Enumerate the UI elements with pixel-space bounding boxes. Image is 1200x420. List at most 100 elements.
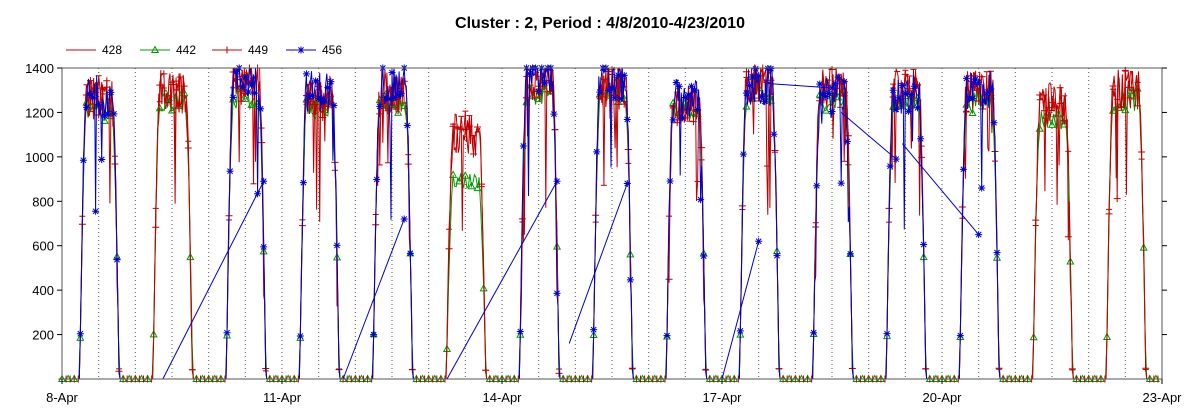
data-point (666, 177, 674, 185)
data-point (319, 114, 327, 122)
data-point (975, 78, 983, 86)
data-point (79, 156, 87, 164)
data-point (384, 107, 392, 115)
data-point (318, 94, 326, 102)
data-point (461, 126, 469, 134)
legend-label: 456 (322, 43, 342, 57)
data-point (987, 85, 995, 93)
data-point (82, 103, 90, 111)
data-point (700, 252, 708, 260)
data-point (962, 74, 970, 82)
data-point (687, 82, 695, 90)
data-point (397, 90, 405, 98)
data-point (984, 88, 992, 96)
data-point (465, 122, 473, 130)
data-point (257, 105, 265, 113)
y-tick-label: 800 (32, 194, 54, 209)
data-point (541, 79, 549, 87)
data-point (98, 155, 106, 163)
data-point (623, 115, 631, 123)
data-point (553, 289, 561, 297)
data-point (531, 93, 539, 101)
legend-label: 442 (176, 43, 196, 57)
data-point (467, 181, 476, 190)
data-point (333, 241, 341, 249)
data-point (241, 94, 250, 102)
data-point (770, 130, 778, 138)
data-point (385, 95, 393, 103)
data-point (226, 167, 234, 175)
data-point (1064, 233, 1072, 241)
data-point (978, 184, 986, 192)
data-point (1060, 117, 1068, 125)
data-point (813, 182, 821, 190)
data-point (180, 82, 188, 90)
data-point (883, 330, 891, 338)
data-point (403, 121, 411, 129)
data-point (691, 86, 698, 94)
legend-item-442: 442 (140, 43, 196, 57)
data-point (914, 81, 922, 89)
data-point (819, 90, 827, 98)
x-tick-label: 17-Apr (702, 390, 742, 405)
data-point (223, 329, 231, 337)
data-point (156, 81, 164, 89)
data-point (920, 241, 928, 249)
x-tick-label: 8-Apr (46, 390, 78, 405)
data-point (1056, 84, 1064, 92)
data-point (392, 105, 400, 113)
data-point (993, 249, 1001, 257)
data-point (1142, 364, 1150, 372)
series-456-bridge (162, 181, 265, 380)
data-point (886, 162, 894, 170)
data-point (669, 103, 677, 111)
data-point (1138, 148, 1146, 156)
data-point (623, 180, 631, 188)
data-point (237, 97, 245, 105)
data-point (968, 108, 977, 117)
data-point (241, 73, 249, 81)
data-point (617, 95, 625, 103)
data-point (482, 366, 490, 374)
data-point (837, 179, 845, 187)
legend-label: 428 (102, 43, 122, 57)
data-point (828, 84, 836, 92)
data-point (675, 82, 683, 90)
data-point (99, 84, 107, 92)
data-point (474, 123, 482, 131)
data-point (302, 70, 310, 78)
data-point (840, 78, 848, 86)
data-point (755, 72, 763, 80)
data-point (678, 114, 686, 122)
x-tick-label: 20-Apr (922, 390, 962, 405)
x-tick-label: 11-Apr (263, 390, 302, 405)
data-point (901, 70, 909, 78)
data-point (605, 86, 613, 94)
data-point (1052, 103, 1060, 111)
data-point (312, 77, 320, 85)
data-point (749, 73, 757, 81)
y-tick-label: 1200 (25, 105, 54, 120)
data-point (296, 332, 304, 340)
data-point (526, 70, 533, 78)
data-point (758, 92, 766, 100)
legend-item-428: 428 (66, 43, 122, 57)
data-point (86, 90, 93, 98)
data-point (473, 183, 482, 192)
data-point (962, 108, 970, 116)
data-point (164, 99, 172, 107)
series-456-bridge (901, 143, 980, 235)
data-point (1113, 195, 1121, 203)
data-point (752, 65, 760, 73)
data-point (232, 68, 240, 76)
data-point (324, 84, 332, 92)
x-tick-label: 14-Apr (482, 390, 522, 405)
data-point (260, 243, 268, 251)
data-point (917, 135, 925, 143)
data-point (188, 366, 196, 374)
data-point (373, 175, 381, 183)
data-point (321, 97, 329, 105)
data-point (455, 176, 464, 185)
plot-frame (61, 67, 1163, 380)
y-tick-label: 1400 (25, 61, 54, 76)
